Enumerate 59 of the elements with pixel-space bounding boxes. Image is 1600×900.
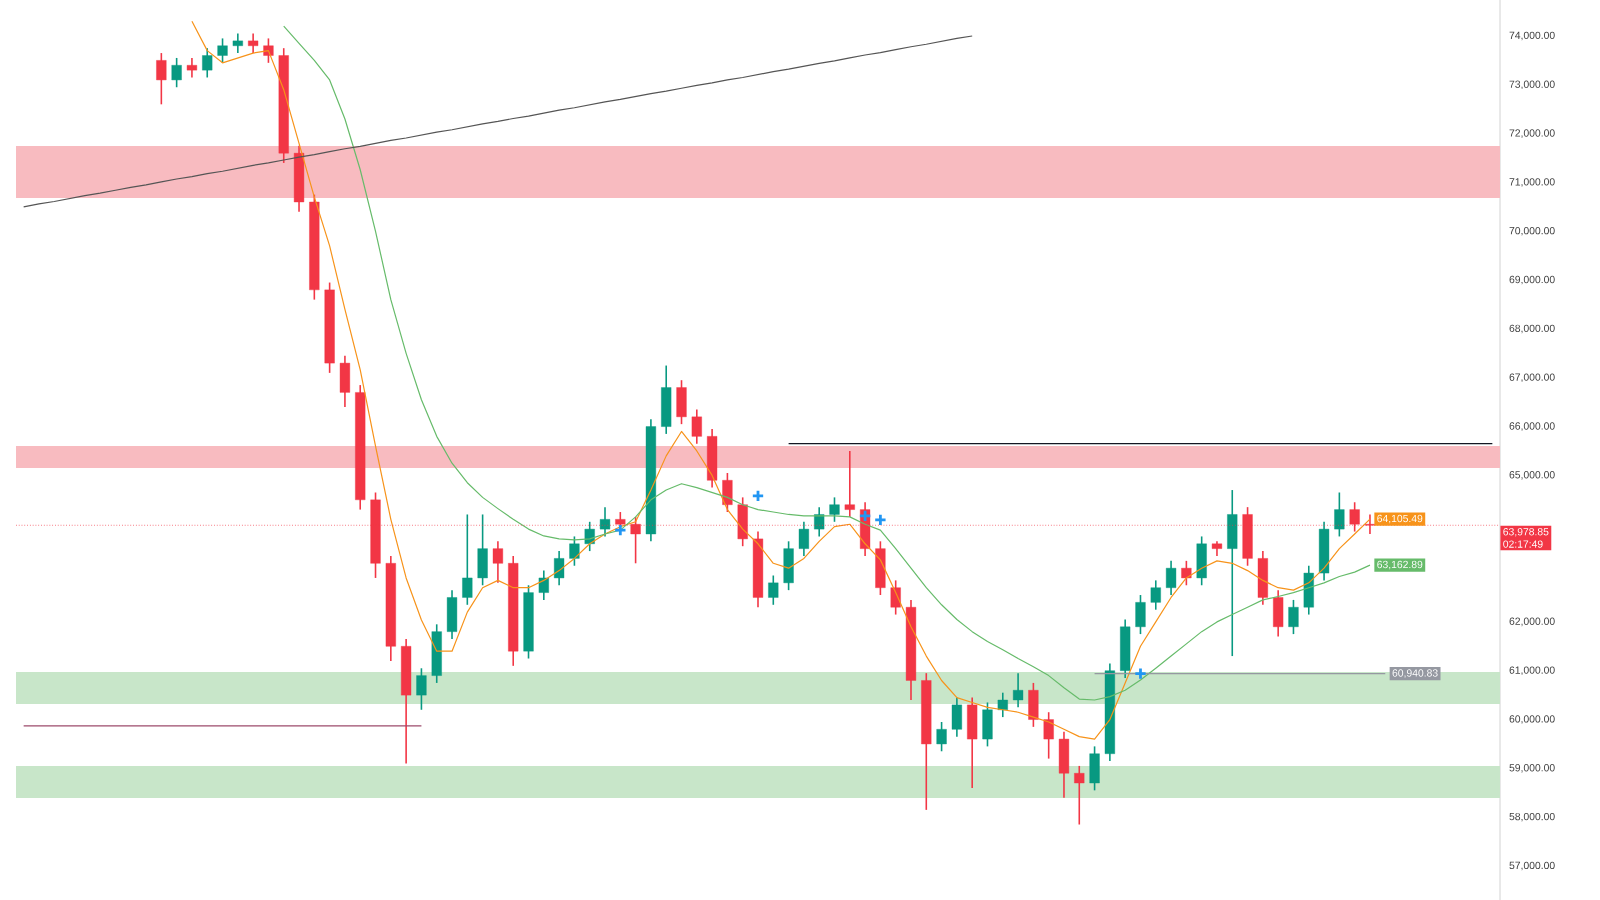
candlestick	[936, 721, 947, 753]
candlestick	[798, 521, 809, 557]
candlestick	[997, 691, 1008, 718]
candlestick	[1150, 579, 1161, 611]
candlestick	[599, 506, 611, 538]
candlestick	[202, 47, 213, 79]
candlestick	[967, 696, 978, 789]
candlestick	[707, 428, 718, 489]
candlestick	[217, 37, 228, 64]
candlestick	[248, 32, 259, 54]
candlestick	[661, 364, 672, 435]
candlestick	[691, 408, 702, 445]
candlestick	[768, 574, 779, 606]
candlestick	[890, 579, 901, 616]
candlestick	[232, 32, 243, 54]
candlestick	[676, 379, 687, 425]
candlestick	[1043, 711, 1054, 760]
candlestick	[1334, 491, 1345, 538]
candlestick	[722, 472, 733, 513]
candlestick	[538, 569, 549, 601]
candlestick	[1257, 550, 1268, 606]
candlestick	[1227, 489, 1238, 657]
candlestick	[844, 450, 855, 518]
candlestick	[783, 540, 794, 591]
candlestick	[951, 696, 962, 738]
candlestick	[1273, 589, 1284, 638]
point	[858, 509, 872, 523]
candlestick	[1012, 672, 1024, 709]
candlestick	[1303, 564, 1314, 616]
candlestick	[1028, 682, 1039, 728]
candlestick	[477, 513, 488, 587]
candlestick	[1074, 765, 1085, 826]
point	[873, 513, 887, 527]
candlestick	[1135, 594, 1146, 635]
candlestick	[416, 667, 427, 711]
point	[613, 523, 627, 537]
candlestick	[1318, 521, 1330, 582]
candlestick	[186, 57, 198, 79]
point	[1133, 667, 1148, 681]
candlestick	[1120, 618, 1131, 679]
candlestick	[829, 496, 840, 523]
candlestick	[1288, 599, 1299, 635]
candlestick	[1196, 535, 1207, 587]
candlestick	[339, 354, 351, 408]
candlestick	[492, 540, 504, 584]
candlestick	[1089, 745, 1100, 792]
candlestick	[982, 701, 993, 748]
candlestick	[1181, 560, 1192, 587]
candlestick	[431, 623, 442, 684]
candlestick	[171, 57, 182, 89]
candlestick	[156, 52, 167, 106]
candlestick	[569, 535, 580, 567]
candlestick	[554, 550, 565, 587]
candlestick	[1058, 730, 1070, 799]
candlestick	[1165, 560, 1177, 596]
candlestick	[446, 589, 458, 640]
candlestick	[462, 513, 473, 606]
point	[751, 489, 765, 503]
candlestick	[875, 540, 886, 596]
